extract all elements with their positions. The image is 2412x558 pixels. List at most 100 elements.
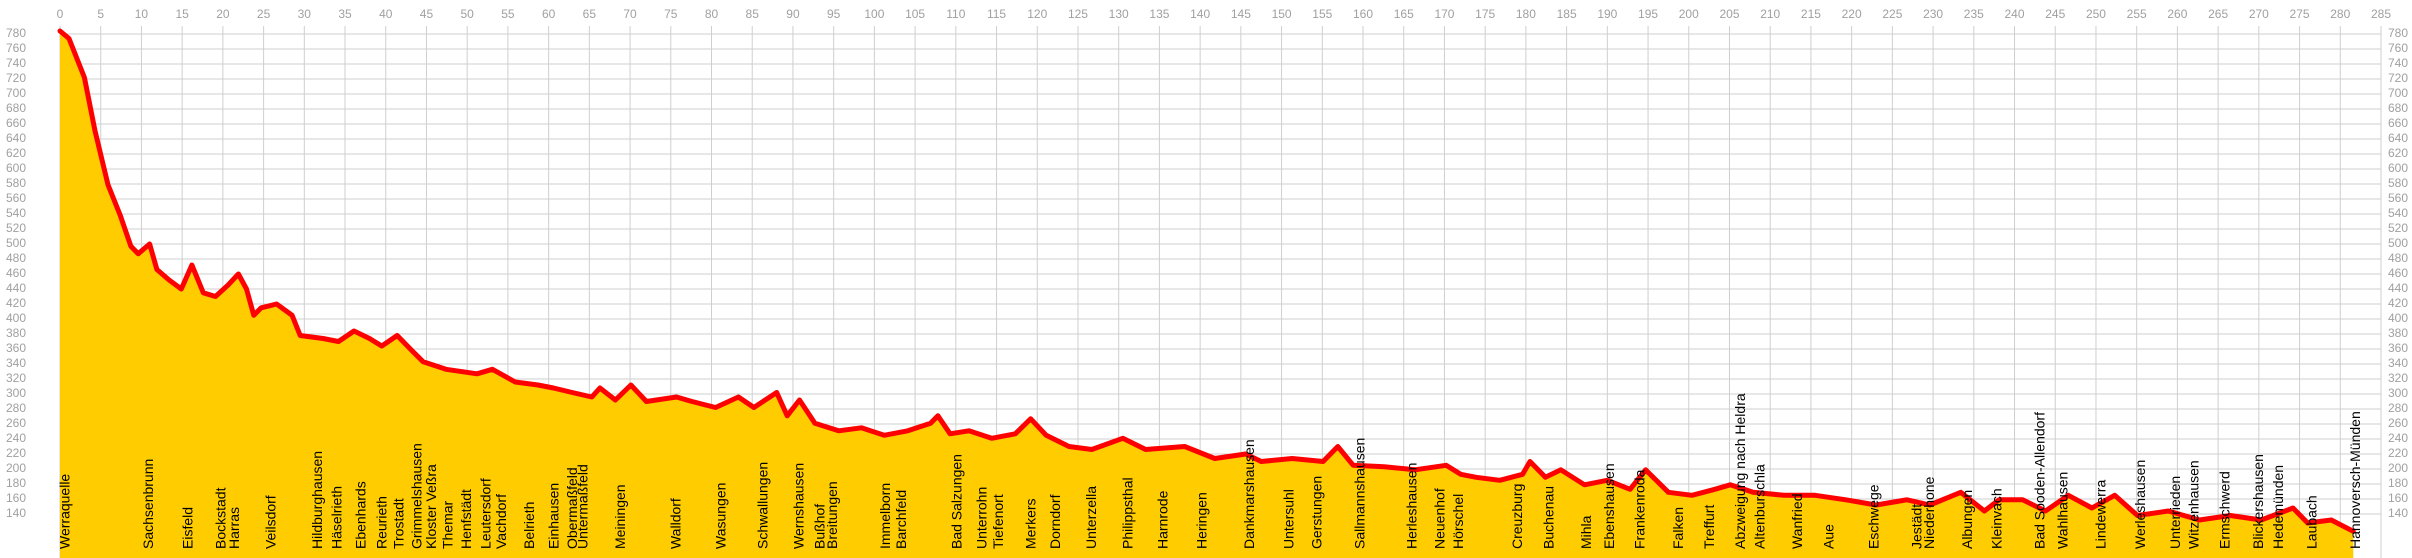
x-tick-label: 265: [2208, 7, 2228, 21]
y-tick-label: 160: [2388, 491, 2408, 505]
y-tick-label: 140: [6, 506, 26, 520]
y-tick-label: 760: [6, 41, 26, 55]
x-tick-label: 160: [1353, 7, 1373, 21]
y-tick-label: 340: [2388, 356, 2408, 370]
y-tick-label: 460: [2388, 266, 2408, 280]
y-tick-label: 340: [6, 356, 26, 370]
y-tick-label: 740: [2388, 56, 2408, 70]
place-label: Einhausen: [545, 483, 561, 549]
x-tick-label: 120: [1027, 7, 1047, 21]
x-tick-label: 190: [1597, 7, 1617, 21]
place-label: Grimmelshausen: [409, 443, 425, 549]
place-label: Gerstungen: [1308, 476, 1324, 549]
place-label: Obermaßfeld: [564, 467, 580, 549]
x-tick-label: 30: [298, 7, 312, 21]
y-tick-label: 380: [2388, 326, 2408, 340]
x-tick-label: 5: [97, 7, 104, 21]
y-tick-label: 720: [2388, 71, 2408, 85]
place-label: Laubach: [2304, 495, 2320, 549]
y-tick-label: 520: [2388, 221, 2408, 235]
place-label: Dankmarshausen: [1241, 439, 1257, 549]
place-label: Veilsdorf: [263, 495, 279, 549]
place-label: Schwallungen: [755, 462, 771, 549]
place-label: Herleshausen: [1404, 463, 1420, 549]
x-tick-label: 105: [905, 7, 925, 21]
y-tick-label: 260: [2388, 416, 2408, 430]
y-tick-label: 200: [6, 461, 26, 475]
place-label: Aue: [1821, 524, 1837, 549]
x-tick-label: 15: [175, 7, 189, 21]
place-label: Werraquelle: [57, 474, 73, 549]
place-label: Häselrieth: [329, 486, 345, 549]
place-label: Lindewerra: [2093, 480, 2109, 549]
y-tick-label: 600: [2388, 161, 2408, 175]
place-label: Wasungen: [712, 483, 728, 549]
y-tick-label: 520: [6, 221, 26, 235]
y-tick-label: 780: [6, 26, 26, 40]
place-label: Ebenhards: [352, 481, 368, 549]
y-tick-label: 440: [6, 281, 26, 295]
place-label: Hannoversch-Münden: [2347, 411, 2363, 549]
y-tick-label: 540: [6, 206, 26, 220]
place-label: Tiefenort: [990, 494, 1006, 549]
place-label: Treffurt: [1701, 505, 1717, 549]
y-tick-label: 540: [2388, 206, 2408, 220]
y-tick-label: 740: [6, 56, 26, 70]
y-tick-label: 560: [2388, 191, 2408, 205]
x-tick-label: 95: [827, 7, 841, 21]
x-tick-label: 215: [1801, 7, 1821, 21]
y-tick-label: 620: [6, 146, 26, 160]
y-tick-label: 420: [2388, 296, 2408, 310]
y-tick-label: 720: [6, 71, 26, 85]
x-tick-label: 220: [1842, 7, 1862, 21]
y-tick-label: 380: [6, 326, 26, 340]
x-tick-label: 55: [501, 7, 515, 21]
place-label: Leutersdorf: [478, 478, 494, 549]
x-tick-label: 210: [1760, 7, 1780, 21]
elevation-line: [57, 28, 2356, 534]
x-tick-label: 100: [864, 7, 884, 21]
place-label: Philippsthal: [1119, 477, 1135, 549]
y-tick-label: 400: [6, 311, 26, 325]
place-label: Sallmannshausen: [1352, 438, 1368, 549]
x-tick-label: 275: [2290, 7, 2310, 21]
place-label: Albungen: [1959, 490, 1975, 549]
place-label: Vachdorf: [493, 494, 509, 549]
y-tick-label: 320: [6, 371, 26, 385]
place-label: Trostadt: [391, 498, 407, 549]
y-tick-label: 180: [6, 476, 26, 490]
place-label: Belrieth: [521, 502, 537, 549]
y-tick-label: 640: [6, 131, 26, 145]
x-tick-label: 35: [338, 7, 352, 21]
x-tick-label: 175: [1475, 7, 1495, 21]
place-label: Eisfeld: [180, 507, 196, 549]
place-label: Bad Salzungen: [948, 454, 964, 549]
y-tick-label: 760: [2388, 41, 2408, 55]
place-label: Werleshausen: [2132, 460, 2148, 549]
place-label: Walldorf: [667, 498, 683, 549]
x-tick-label: 110: [946, 7, 965, 21]
x-tick-label: 80: [705, 7, 719, 21]
elevation-area: [60, 31, 2354, 558]
place-label: Buchenau: [1541, 486, 1557, 549]
x-tick-label: 195: [1638, 7, 1658, 21]
x-tick-label: 90: [786, 7, 800, 21]
place-label: Henfstädt: [458, 489, 474, 549]
y-tick-label: 360: [6, 341, 26, 355]
x-tick-label: 225: [1882, 7, 1902, 21]
place-label: Neuenhof: [1431, 488, 1447, 549]
x-tick-label: 40: [379, 7, 393, 21]
place-label: Jestädt: [1909, 504, 1925, 549]
y-tick-label: 700: [2388, 86, 2408, 100]
place-label: Witzenhausen: [2186, 460, 2202, 549]
x-tick-label: 165: [1394, 7, 1414, 21]
x-tick-label: 135: [1149, 7, 1169, 21]
place-label: Frankenroda: [1632, 469, 1648, 549]
x-tick-label: 75: [664, 7, 678, 21]
place-label: Harnrode: [1154, 490, 1170, 549]
y-tick-label: 440: [2388, 281, 2408, 295]
y-tick-label: 680: [2388, 101, 2408, 115]
x-tick-label: 115: [987, 7, 1006, 21]
x-tick-label: 270: [2249, 7, 2269, 21]
x-tick-label: 170: [1434, 7, 1454, 21]
